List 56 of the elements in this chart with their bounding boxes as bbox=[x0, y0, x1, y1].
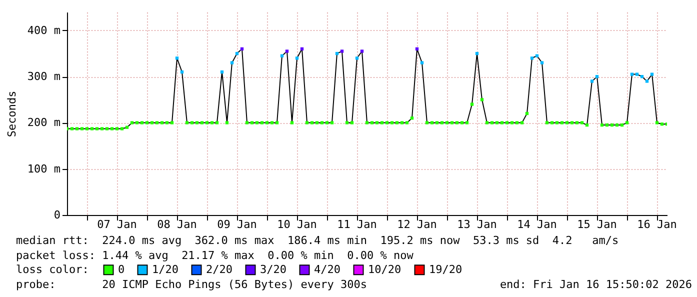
point bbox=[415, 47, 419, 50]
legend-label: 10/20 bbox=[368, 262, 402, 276]
y-tick-label: 100 m bbox=[27, 162, 61, 176]
x-tick-label: 16 Jan bbox=[637, 218, 677, 231]
x-tick-label: 15 Jan bbox=[577, 218, 617, 231]
point bbox=[595, 75, 599, 78]
legend-label: 0 bbox=[118, 262, 125, 276]
point bbox=[635, 72, 639, 76]
point bbox=[630, 72, 634, 76]
point bbox=[175, 56, 179, 60]
text: median rtt: 224.0 ms avg 362.0 ms max 186.4 ms min 195.2 ms now 53.3 ms sd 4.2 am/s bbox=[16, 234, 619, 247]
x-tick-label: 09 Jan bbox=[217, 218, 257, 231]
point bbox=[420, 61, 424, 64]
legend-label: 3/20 bbox=[260, 262, 286, 276]
point bbox=[335, 52, 339, 56]
point bbox=[640, 75, 644, 78]
point bbox=[230, 61, 234, 64]
x-tick-label: 10 Jan bbox=[277, 218, 317, 231]
point bbox=[645, 80, 649, 83]
point bbox=[220, 70, 224, 74]
point bbox=[180, 70, 184, 74]
x-tick-label: 14 Jan bbox=[517, 218, 557, 231]
text: probe: 20 ICMP Echo Pings (56 Bytes) every 300s bbox=[16, 278, 367, 291]
point bbox=[295, 56, 299, 60]
point bbox=[590, 80, 594, 83]
legend-title: loss color: bbox=[16, 263, 89, 276]
y-axis-title: Seconds bbox=[5, 90, 18, 138]
point bbox=[235, 52, 239, 56]
point bbox=[530, 56, 534, 60]
x-tick-label: 08 Jan bbox=[157, 218, 197, 231]
y-tick-label: 0 bbox=[54, 208, 60, 222]
point bbox=[240, 47, 244, 50]
x-tick-label: 13 Jan bbox=[457, 218, 497, 231]
line-series bbox=[67, 48, 667, 130]
x-tick-label: 12 Jan bbox=[397, 218, 437, 231]
legend-label: 4/20 bbox=[314, 262, 340, 276]
text: end: Fri Jan 16 15:50:02 2026 bbox=[500, 278, 692, 291]
point bbox=[340, 50, 344, 53]
legend-label: 19/20 bbox=[429, 262, 462, 276]
y-tick-label: 200 m bbox=[27, 116, 61, 130]
point bbox=[285, 50, 289, 53]
point bbox=[475, 52, 479, 56]
text: packet loss: 1.44 % avg 21.17 % max 0.00 % min 0.00 % now bbox=[16, 249, 414, 262]
point bbox=[535, 54, 539, 58]
point bbox=[280, 54, 284, 58]
y-tick-label: 300 m bbox=[27, 70, 61, 84]
x-tick-label: 11 Jan bbox=[337, 218, 377, 231]
legend-label: 1/20 bbox=[152, 262, 178, 276]
y-tick-label: 400 m bbox=[27, 24, 61, 37]
x-tick-label: 07 Jan bbox=[97, 218, 137, 231]
point bbox=[355, 56, 359, 60]
point bbox=[650, 72, 654, 76]
point bbox=[360, 50, 364, 53]
point bbox=[300, 47, 304, 50]
legend-label: 2/20 bbox=[206, 262, 232, 276]
point bbox=[540, 61, 544, 64]
